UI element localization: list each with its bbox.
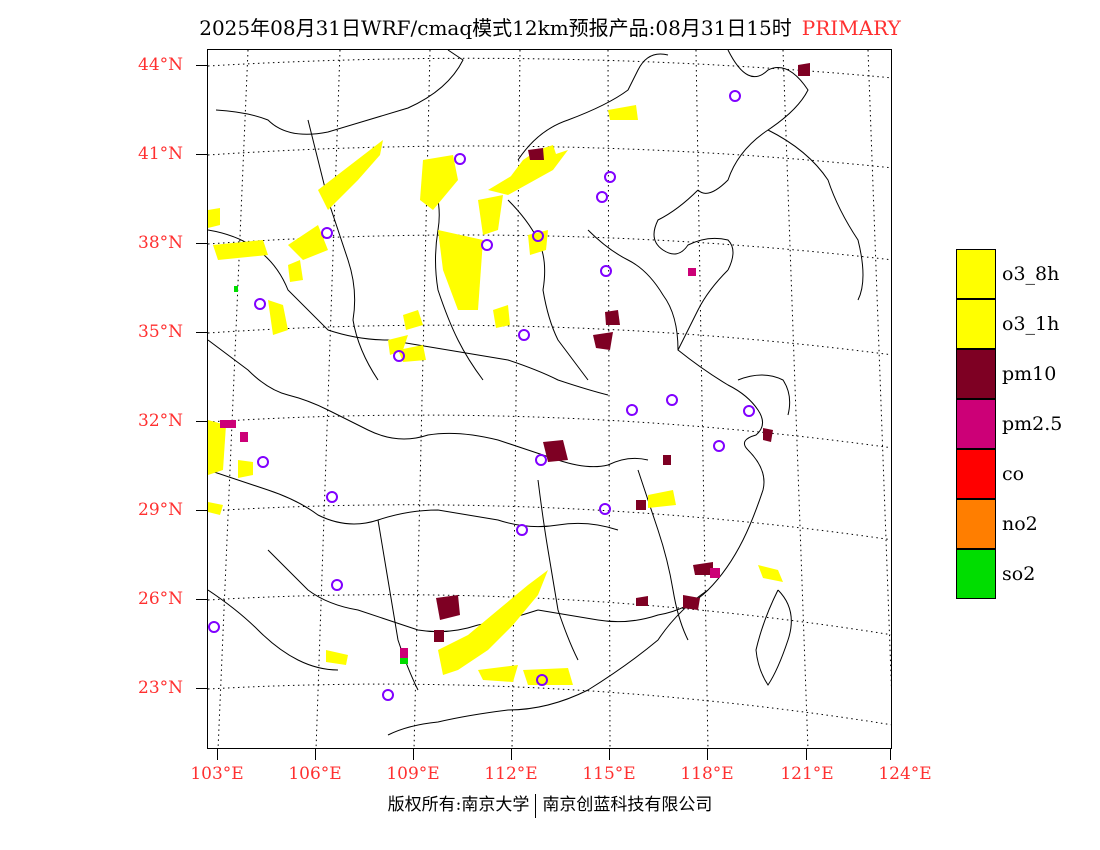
- map-title: 2025年08月31日WRF/cmaq模式12km预报产品:08月31日15时 P…: [0, 12, 1100, 41]
- lon-tick: [707, 749, 708, 760]
- pm10-patches: [434, 63, 810, 642]
- lon-label-121e: 121°E: [780, 764, 834, 784]
- map-panel[interactable]: [207, 49, 892, 749]
- primary-tag: PRIMARY: [801, 16, 901, 40]
- lon-tick: [217, 749, 218, 760]
- copyright-footer: 版权所有:南京大学 南京创蓝科技有限公司: [0, 790, 1100, 818]
- legend-label: pm10: [1002, 363, 1057, 385]
- lat-label-29n: 29°N: [138, 500, 184, 520]
- pm25-patches: [220, 268, 720, 658]
- legend-label: o3_1h: [1002, 313, 1060, 335]
- lat-tick: [196, 243, 207, 244]
- lat-label-26n: 26°N: [138, 589, 184, 609]
- lat-tick: [196, 510, 207, 511]
- lat-label-32n: 32°N: [138, 411, 184, 431]
- legend-swatch: [956, 449, 996, 499]
- lat-tick: [196, 688, 207, 689]
- boundary-lines: [208, 50, 864, 736]
- copyright-company: 南京创蓝科技有限公司: [542, 795, 713, 815]
- lon-label-112e: 112°E: [484, 764, 538, 784]
- lat-tick: [196, 599, 207, 600]
- legend-swatch: [956, 249, 996, 299]
- lat-tick: [196, 154, 207, 155]
- longitude-gridlines: [217, 50, 891, 748]
- lat-label-41n: 41°N: [138, 144, 184, 164]
- lon-tick: [511, 749, 512, 760]
- lat-label-35n: 35°N: [138, 322, 184, 342]
- footer-divider: [535, 793, 537, 818]
- legend-swatch: [956, 549, 996, 599]
- legend-label: so2: [1002, 563, 1036, 585]
- lon-label-109e: 109°E: [386, 764, 440, 784]
- lat-label-23n: 23°N: [138, 678, 184, 698]
- legend-label: pm2.5: [1002, 413, 1063, 435]
- lon-label-118e: 118°E: [680, 764, 734, 784]
- lat-label-38n: 38°N: [138, 233, 184, 253]
- map-canvas: [208, 50, 891, 748]
- legend-swatch: [956, 399, 996, 449]
- lat-tick: [196, 332, 207, 333]
- lon-tick: [609, 749, 610, 760]
- lat-label-44n: 44°N: [138, 55, 184, 75]
- map-title-text: 2025年08月31日WRF/cmaq模式12km预报产品:08月31日15时: [199, 16, 792, 40]
- lon-tick: [890, 749, 891, 760]
- lat-tick: [196, 421, 207, 422]
- legend-swatch: [956, 299, 996, 349]
- o3-patches: [208, 105, 783, 685]
- lon-label-103e: 103°E: [190, 764, 244, 784]
- lon-label-106e: 106°E: [288, 764, 342, 784]
- copyright-owner: 版权所有:南京大学: [387, 795, 530, 815]
- lon-tick: [413, 749, 414, 760]
- lon-tick: [806, 749, 807, 760]
- lat-tick: [196, 65, 207, 66]
- lon-tick: [315, 749, 316, 760]
- legend-label: o3_8h: [1002, 263, 1060, 285]
- station-markers: [208, 90, 755, 701]
- lon-label-124e: 124°E: [878, 764, 932, 784]
- legend-label: no2: [1002, 513, 1038, 535]
- legend-swatch: [956, 349, 996, 399]
- legend-swatch: [956, 499, 996, 549]
- so2-patches: [234, 286, 408, 664]
- lon-label-115e: 115°E: [582, 764, 636, 784]
- legend-label: co: [1002, 463, 1025, 485]
